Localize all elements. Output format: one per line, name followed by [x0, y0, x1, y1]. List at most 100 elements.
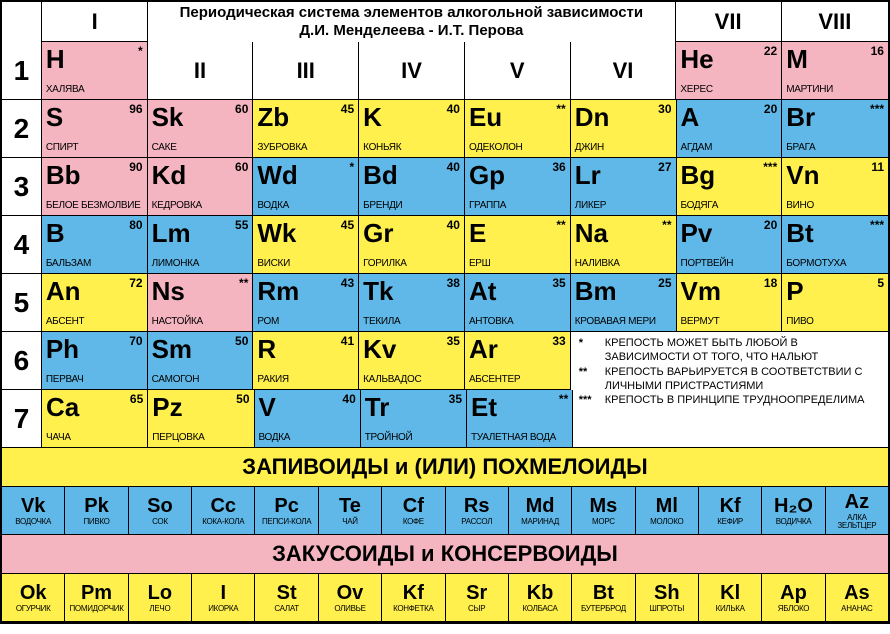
element-cell-k: K40КОНЬЯК [359, 100, 465, 158]
element-symbol: Bm [575, 278, 672, 304]
small-cell-ap: ApЯБЛОКО [762, 574, 825, 622]
element-label: РАКИЯ [257, 375, 354, 385]
element-label: РОМ [257, 317, 354, 327]
element-label: ТУАЛЕТНАЯ ВОДА [471, 433, 568, 443]
period-number: 5 [2, 274, 42, 332]
table-title: Периодическая система элементов алкоголь… [148, 2, 675, 42]
element-number: 25 [658, 276, 671, 290]
element-label: КОНЬЯК [363, 143, 460, 153]
element-label: ЛИКЕР [575, 201, 672, 211]
small-symbol: Pc [256, 496, 316, 516]
element-number: * [138, 44, 143, 58]
element-label: ТРОЙНОЙ [365, 433, 462, 443]
small-label: РАССОЛ [447, 518, 507, 526]
element-number: 16 [871, 44, 884, 58]
small-symbol: Rs [447, 496, 507, 516]
element-number: 96 [129, 102, 142, 116]
element-symbol: S [46, 104, 143, 130]
element-cell-ns: Ns**НАСТОЙКА [148, 274, 254, 332]
small-cell-so: SoСОК [129, 487, 192, 535]
element-number: ** [556, 102, 565, 116]
element-label: ЗУБРОВКА [257, 143, 354, 153]
element-symbol: Sm [152, 336, 249, 362]
small-symbol: Ms [573, 496, 633, 516]
element-number: * [349, 160, 354, 174]
element-label: НАЛИВКА [575, 259, 672, 269]
element-symbol: P [786, 278, 884, 304]
small-label: КОКА-КОЛА [193, 518, 253, 526]
small-label: ПИВКО [66, 518, 126, 526]
small-label: КОФЕ [383, 518, 443, 526]
element-cell-pz: Pz50ПЕРЦОВКА [148, 390, 254, 448]
small-symbol: I [193, 583, 253, 603]
element-symbol: H [46, 46, 143, 72]
element-symbol: An [46, 278, 143, 304]
element-cell-gr: Gr40ГОРИЛКА [359, 216, 465, 274]
element-cell-s: S96 СПИРТ [42, 100, 148, 158]
group-header-6: VI [571, 42, 677, 100]
element-symbol: B [46, 220, 143, 246]
element-number: 27 [658, 160, 671, 174]
small-label: ПЕПСИ-КОЛА [256, 518, 316, 526]
element-label: ВОДКА [259, 433, 356, 443]
section-zakusoidy-header: ЗАКУСОИДЫ и КОНСЕРВОИДЫ [2, 535, 888, 574]
element-cell-dn: Dn30ДЖИН [571, 100, 677, 158]
element-cell-eu: Eu**ОДЕКОЛОН [465, 100, 571, 158]
element-symbol: Wk [257, 220, 354, 246]
small-cell-rs: Rs РАССОЛ [446, 487, 509, 535]
small-cell-bt: BtБУТЕРБРОД [572, 574, 635, 622]
small-label: КИЛЬКА [700, 605, 760, 613]
element-cell-pv: Pv20ПОРТВЕЙН [677, 216, 783, 274]
element-symbol: At [469, 278, 566, 304]
element-number: 22 [764, 44, 777, 58]
element-label: ЛИМОНКА [152, 259, 249, 269]
element-cell-gp: Gp36ГРАППА [465, 158, 571, 216]
small-cell-kf: KfКОНФЕТКА [382, 574, 445, 622]
element-symbol: Kd [152, 162, 249, 188]
element-cell-r: R41РАКИЯ [253, 332, 359, 390]
element-number: 40 [447, 160, 460, 174]
element-label: СПИРТ [46, 143, 143, 153]
element-number: 45 [341, 102, 354, 116]
element-symbol: Lm [152, 220, 249, 246]
legend-mark: * [579, 336, 599, 350]
small-symbol: As [827, 583, 887, 603]
element-number: 45 [341, 218, 354, 232]
element-symbol: Zb [257, 104, 354, 130]
element-symbol: Eu [469, 104, 566, 130]
header-row-top: I Периодическая система элементов алкого… [2, 2, 888, 42]
small-label: АНАНАС [827, 605, 887, 613]
small-cell-sr: SrСЫР [446, 574, 509, 622]
element-symbol: Sk [152, 104, 249, 130]
element-cell-a: A20АГДАМ [677, 100, 783, 158]
legend-mark: *** [579, 393, 599, 407]
element-cell-h: H*ХАЛЯВА [42, 42, 148, 100]
small-cell-cf: CfКОФЕ [382, 487, 445, 535]
group-header-4: IV [359, 42, 465, 100]
small-label: ЧАЙ [320, 518, 380, 526]
small-symbol: So [130, 496, 190, 516]
element-number: 65 [130, 392, 143, 406]
small-label: ВОДИЧКА [763, 518, 823, 526]
element-number: 36 [552, 160, 565, 174]
element-cell-at: At35АНТОВКА [465, 274, 571, 332]
group-header-8: VIII [782, 2, 888, 42]
element-number: ** [556, 218, 565, 232]
small-cell-kl: Kl КИЛЬКА [699, 574, 762, 622]
element-symbol: Lr [575, 162, 672, 188]
small-symbol: Ok [3, 583, 63, 603]
small-symbol: Pk [66, 496, 126, 516]
element-number: 90 [129, 160, 142, 174]
element-number: 40 [447, 102, 460, 116]
element-label: ГРАППА [469, 201, 566, 211]
element-label: ПОРТВЕЙН [681, 259, 778, 269]
group-header-2: II [148, 42, 254, 100]
element-number: 40 [342, 392, 355, 406]
small-symbol: Kl [700, 583, 760, 603]
element-label: БОДЯГА [681, 201, 778, 211]
element-number: 30 [658, 102, 671, 116]
group-header-7: VII [676, 2, 782, 42]
period-number: 3 [2, 158, 42, 216]
element-label: ТЕКИЛА [363, 317, 460, 327]
element-label: АБСЕНТ [46, 317, 143, 327]
